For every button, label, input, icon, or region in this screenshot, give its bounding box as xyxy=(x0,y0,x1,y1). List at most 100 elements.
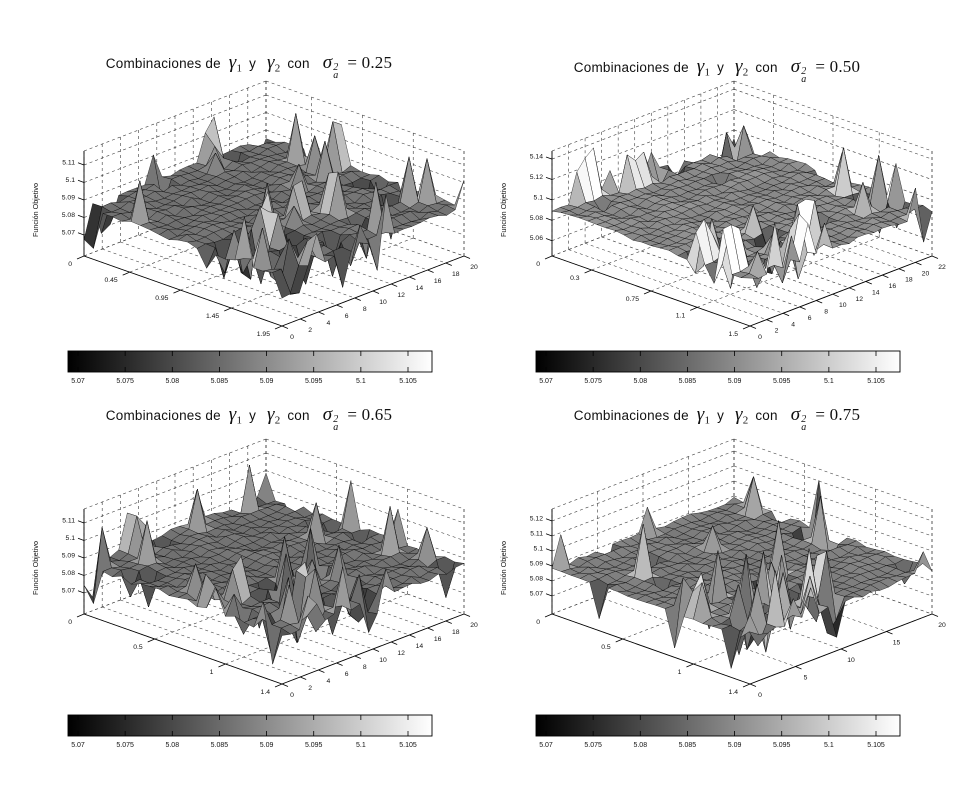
gamma1-symbol: γ xyxy=(228,404,237,425)
title-text: Combinaciones de xyxy=(573,60,689,75)
svg-text:0: 0 xyxy=(290,692,294,699)
surface-plot: 0 0.5 1 1.4 0 2 4 6 8 10 12 14 16 18 20 5.07 5.08 5.09 5.1… xyxy=(31,438,478,699)
svg-text:1: 1 xyxy=(210,669,214,676)
colorbar: 5.07 5.075 5.08 5.085 5.09 5.095 5.1 5.105 xyxy=(67,350,433,385)
svg-text:2: 2 xyxy=(308,685,312,692)
surface-mesh xyxy=(83,465,465,665)
svg-text:0: 0 xyxy=(536,261,540,268)
svg-text:5.07: 5.07 xyxy=(62,230,75,237)
svg-text:5.095: 5.095 xyxy=(773,378,791,385)
svg-text:5.095: 5.095 xyxy=(305,742,323,749)
svg-text:6: 6 xyxy=(345,671,349,678)
svg-text:5.07: 5.07 xyxy=(71,378,85,385)
svg-text:5.08: 5.08 xyxy=(633,378,647,385)
svg-text:5.1: 5.1 xyxy=(534,194,544,201)
sigma-symbol: σ xyxy=(790,404,801,425)
svg-text:5.09: 5.09 xyxy=(62,553,75,560)
svg-text:5.06: 5.06 xyxy=(530,235,543,242)
svg-text:5.07: 5.07 xyxy=(530,591,543,598)
colorbar: 5.07 5.075 5.08 5.085 5.09 5.095 5.1 5.105 xyxy=(67,714,433,749)
svg-text:8: 8 xyxy=(363,306,367,313)
surface-mesh xyxy=(83,113,465,299)
svg-text:6: 6 xyxy=(345,313,349,320)
svg-text:5.09: 5.09 xyxy=(728,742,742,749)
sigma-symbol: σ xyxy=(322,52,333,73)
svg-text:18: 18 xyxy=(452,271,460,278)
svg-text:10: 10 xyxy=(839,302,847,309)
svg-text:5.08: 5.08 xyxy=(165,742,179,749)
z-axis-label: Función Objetivo xyxy=(499,183,508,237)
svg-text:1.1: 1.1 xyxy=(676,312,686,319)
conjunction-text: y xyxy=(717,60,725,75)
sigma-symbol: σ xyxy=(790,56,801,77)
svg-text:14: 14 xyxy=(872,289,880,296)
gamma1-symbol: γ xyxy=(228,52,237,73)
svg-text:5.08: 5.08 xyxy=(633,742,647,749)
svg-text:5.1: 5.1 xyxy=(66,177,76,184)
svg-text:20: 20 xyxy=(922,270,930,277)
svg-text:2: 2 xyxy=(308,327,312,334)
svg-text:5.1: 5.1 xyxy=(534,546,544,553)
sigma-value: = 0.50 xyxy=(815,57,861,76)
gamma1-symbol: γ xyxy=(696,56,705,77)
svg-text:12: 12 xyxy=(855,296,863,303)
svg-text:4: 4 xyxy=(327,320,331,327)
svg-text:5.08: 5.08 xyxy=(530,576,543,583)
svg-text:5.07: 5.07 xyxy=(539,742,553,749)
svg-text:5.085: 5.085 xyxy=(679,378,697,385)
svg-text:12: 12 xyxy=(397,292,405,299)
title-text: Combinaciones de xyxy=(105,408,221,423)
svg-text:5.105: 5.105 xyxy=(399,742,417,749)
svg-text:12: 12 xyxy=(397,650,405,657)
svg-text:0: 0 xyxy=(68,619,72,626)
svg-text:5.075: 5.075 xyxy=(584,742,602,749)
svg-text:5.085: 5.085 xyxy=(211,378,229,385)
sigma-subscript: a xyxy=(333,422,339,433)
gamma2-symbol: γ xyxy=(267,404,275,425)
svg-text:1.45: 1.45 xyxy=(206,313,219,320)
svg-text:5.07: 5.07 xyxy=(539,378,553,385)
title-text: Combinaciones de xyxy=(105,56,221,71)
title-text: Combinaciones de xyxy=(573,408,689,423)
axes: 0 0.5 1 1.4 0 5 10 15 20 5.07 5.08 5.09 5.1 5.11 5.12 F… xyxy=(499,509,946,699)
svg-text:10: 10 xyxy=(379,299,387,306)
svg-text:20: 20 xyxy=(938,622,946,629)
surface-plot: 0 0.5 1 1.4 0 5 10 15 20 5.07 5.08 5.09 5.1 5.11 5.12 F… xyxy=(499,438,946,699)
gamma2-subscript: 2 xyxy=(274,414,281,427)
svg-text:20: 20 xyxy=(470,622,478,629)
sigma-subscript: a xyxy=(333,70,339,81)
svg-text:0: 0 xyxy=(68,261,72,268)
svg-text:5.11: 5.11 xyxy=(530,531,543,538)
svg-text:5.1: 5.1 xyxy=(824,378,834,385)
svg-text:5.105: 5.105 xyxy=(867,378,885,385)
svg-text:5.085: 5.085 xyxy=(679,742,697,749)
svg-text:1.5: 1.5 xyxy=(729,331,739,338)
svg-text:5.09: 5.09 xyxy=(260,378,274,385)
sigma-superscript: 2 xyxy=(801,414,807,425)
colorbar: 5.07 5.075 5.08 5.085 5.09 5.095 5.1 5.105 xyxy=(535,714,901,749)
svg-text:8: 8 xyxy=(824,309,828,316)
con-text: con xyxy=(287,56,310,71)
svg-text:5: 5 xyxy=(804,675,808,682)
svg-text:5.11: 5.11 xyxy=(62,160,75,167)
svg-text:5.08: 5.08 xyxy=(62,212,75,219)
svg-text:14: 14 xyxy=(416,285,424,292)
con-text: con xyxy=(287,408,310,423)
svg-text:16: 16 xyxy=(434,636,442,643)
gamma1-subscript: 1 xyxy=(236,62,243,75)
gamma1-subscript: 1 xyxy=(704,414,711,427)
svg-text:5.1: 5.1 xyxy=(66,535,76,542)
colorbar-ticks: 5.07 5.075 5.08 5.085 5.09 5.095 5.1 5.105 xyxy=(71,351,417,385)
svg-text:10: 10 xyxy=(847,657,855,664)
colorbar: 5.07 5.075 5.08 5.085 5.09 5.095 5.1 5.105 xyxy=(535,350,901,385)
svg-text:5.07: 5.07 xyxy=(62,588,75,595)
svg-text:0.45: 0.45 xyxy=(104,277,117,284)
svg-text:0.3: 0.3 xyxy=(570,275,580,282)
surface-plot: 0 0.3 0.75 1.1 1.5 0 2 4 6 8 10 12 14 16 18 20 22 5.06 5.0… xyxy=(499,80,946,341)
